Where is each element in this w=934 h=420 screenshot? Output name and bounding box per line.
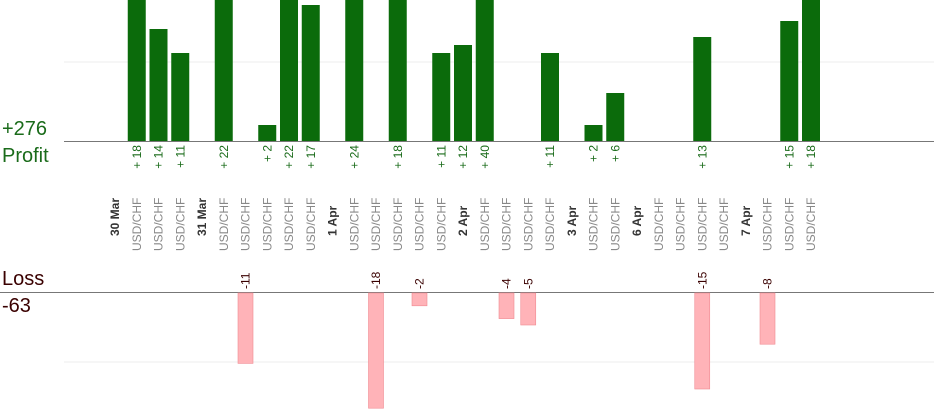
profit-bar (780, 21, 799, 141)
category-label: USD/CHF (239, 198, 253, 251)
profit-value-label: + 11 (434, 145, 448, 168)
category-label: USD/CHF (391, 198, 405, 251)
date-label: 3 Apr (565, 205, 579, 236)
loss-value-label: -4 (500, 278, 514, 289)
category-label: USD/CHF (587, 198, 601, 251)
category-label: USD/CHF (347, 198, 361, 251)
category-label: USD/CHF (543, 198, 557, 251)
category-label: USD/CHF (782, 198, 796, 251)
profit-value-label: + 18 (804, 145, 818, 169)
profit-value-label: + 22 (282, 145, 296, 169)
category-label: USD/CHF (369, 198, 383, 251)
category-label: USD/CHF (130, 198, 144, 251)
category-label: USD/CHF (500, 198, 514, 251)
profit-bar (280, 0, 298, 141)
profit-value-label: + 40 (478, 145, 492, 169)
profit-value-label: + 2 (587, 145, 601, 162)
date-label: 31 Mar (195, 198, 209, 236)
date-label: 2 Apr (456, 205, 470, 236)
loss-value-label: -15 (695, 271, 709, 289)
profit-bar (802, 0, 820, 141)
profit-value-label: + 6 (608, 145, 622, 162)
profit-bar (388, 0, 407, 141)
profit-value-label: + 12 (456, 145, 470, 169)
profit-value-label: + 2 (260, 145, 274, 162)
loss-bar (237, 292, 254, 364)
date-label: 6 Apr (630, 205, 644, 236)
profit-bar (475, 0, 494, 141)
profit-bar (214, 0, 233, 141)
loss-total: -63 (2, 295, 31, 317)
loss-bar (694, 292, 711, 390)
category-label: USD/CHF (217, 198, 231, 251)
loss-bar (498, 292, 515, 319)
profit-bar (432, 53, 451, 141)
category-label: USD/CHF (260, 198, 274, 251)
category-label: USD/CHF (804, 198, 818, 251)
profit-bar (584, 125, 603, 141)
profit-bar (454, 45, 472, 141)
profit-value-label: + 22 (217, 145, 231, 169)
date-label: 7 Apr (739, 205, 753, 236)
profit-bar (345, 0, 364, 141)
category-label: USD/CHF (413, 198, 427, 251)
profit-bar (258, 125, 277, 141)
profit-total: +276 (2, 118, 48, 140)
category-label: USD/CHF (761, 198, 775, 251)
category-label: USD/CHF (282, 198, 296, 251)
loss-value-label: -18 (369, 271, 383, 289)
category-label: USD/CHF (152, 198, 166, 251)
profit-bar (149, 29, 168, 141)
profit-bar (693, 37, 712, 141)
category-label: USD/CHF (521, 198, 535, 251)
category-label: USD/CHF (304, 198, 318, 251)
category-label: USD/CHF (608, 198, 622, 251)
loss-bar (368, 292, 384, 409)
loss-label: Loss (2, 268, 45, 290)
profit-value-label: + 17 (304, 145, 318, 169)
category-label: USD/CHF (652, 198, 666, 251)
category-label: USD/CHF (434, 198, 448, 251)
profit-value-label: + 24 (347, 145, 361, 169)
date-label: 30 Mar (108, 198, 122, 236)
profit-value-label: + 13 (695, 145, 709, 169)
loss-value-label: -2 (413, 278, 427, 289)
profit-bar (606, 93, 625, 141)
profit-bar (171, 53, 190, 141)
category-label: USD/CHF (717, 198, 731, 251)
profit-value-label: + 14 (152, 145, 166, 169)
loss-value-label: -5 (521, 278, 535, 289)
profit-value-label: + 18 (391, 145, 405, 169)
date-label: 1 Apr (326, 205, 340, 236)
category-label: USD/CHF (695, 198, 709, 251)
loss-value-label: -8 (761, 278, 775, 289)
category-label: USD/CHF (478, 198, 492, 251)
profit-bar (301, 5, 320, 141)
profit-value-label: + 11 (173, 145, 187, 168)
loss-bar (520, 292, 537, 326)
category-label: USD/CHF (674, 198, 688, 251)
profit-bar (127, 0, 146, 141)
profit-value-label: + 18 (130, 145, 144, 169)
loss-value-label: -11 (239, 272, 253, 289)
loss-bar (411, 292, 428, 307)
profit-bar (541, 53, 559, 141)
profit-value-label: + 15 (782, 145, 796, 169)
category-label: USD/CHF (173, 198, 187, 251)
profit-value-label: + 11 (543, 145, 557, 168)
profit-label: Profit (2, 145, 49, 167)
loss-bar (759, 292, 776, 345)
